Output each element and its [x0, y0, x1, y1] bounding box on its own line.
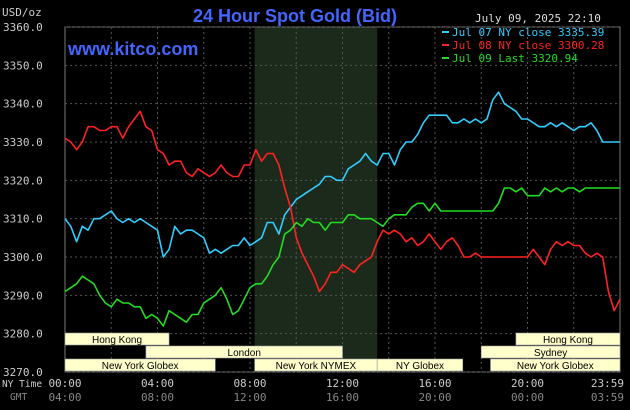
series-jul07-line — [64, 91, 620, 258]
x-row-label-gmt: GMT — [10, 392, 27, 403]
series-lines — [64, 91, 621, 327]
session-bar-label: New York Globex — [102, 361, 179, 372]
x-tick-label-gmt: 16:00 — [326, 391, 359, 404]
session-bar: London — [145, 345, 343, 359]
session-bar-fill — [515, 332, 621, 346]
session-bar-label: New York Globex — [517, 361, 594, 372]
legend-entry: Jul 08 NY close 3300.28 — [452, 39, 604, 52]
x-tick-label-ny: 20:00 — [511, 377, 544, 390]
legend-entry: Jul 09 Last 3320.94 — [452, 52, 578, 65]
x-tick-label-ny: 04:00 — [141, 377, 174, 390]
y-axis-ticks: 3270.0 3280.0 3290.0 3300.0 3310.0 3320.0 3330… — [3, 21, 43, 379]
session-bar-fill — [376, 358, 464, 372]
x-tick-label-gmt: 03:59 — [591, 391, 624, 404]
y-tick-label: 3270.0 — [3, 366, 43, 379]
legend-entry: Jul 07 NY close 3335.39 — [452, 26, 604, 39]
session-bar-fill — [64, 332, 170, 346]
chart-title: 24 Hour Spot Gold (Bid) — [193, 6, 397, 26]
session-bar-label: Hong Kong — [92, 335, 142, 346]
x-axis-ticks: NY TimeGMT00:0004:0004:0008:0008:0012:00… — [2, 377, 624, 404]
session-bar: Sydney — [480, 345, 621, 359]
series-jul09-line — [64, 187, 620, 327]
nymex-session-shading — [254, 27, 378, 372]
x-tick-label-ny: 23:59 — [591, 377, 624, 390]
kitco-watermark: www.kitco.com — [67, 39, 198, 59]
session-bar: New York Globex — [64, 358, 216, 372]
x-tick-label-gmt: 12:00 — [233, 391, 266, 404]
grid — [64, 26, 621, 373]
session-bar-fill — [145, 345, 343, 359]
session-bar-label: New York NYMEX — [276, 361, 357, 372]
x-tick-label-gmt: 04:00 — [48, 391, 81, 404]
x-tick-label-gmt: 20:00 — [418, 391, 451, 404]
y-tick-label: 3300.0 — [3, 251, 43, 264]
session-bar-fill — [480, 345, 621, 359]
x-tick-label-ny: 00:00 — [48, 377, 81, 390]
y-tick-label: 3320.0 — [3, 174, 43, 187]
series-jul08-line — [64, 110, 621, 312]
y-tick-label: 3290.0 — [3, 289, 43, 302]
y-tick-label: 3340.0 — [3, 98, 43, 111]
x-tick-label-ny: 16:00 — [418, 377, 451, 390]
x-row-label-ny: NY Time — [2, 379, 42, 390]
y-tick-label: 3360.0 — [3, 21, 43, 34]
session-bar-label: NY Globex — [396, 361, 444, 372]
session-bar: Hong Kong — [515, 332, 621, 346]
market-session-bars: Hong Kong London New York Globex New York N… — [64, 332, 621, 372]
session-bar-label: London — [228, 348, 261, 359]
x-tick-label-gmt: 08:00 — [141, 391, 174, 404]
session-bar-fill — [64, 358, 216, 372]
session-bar-fill — [490, 358, 621, 372]
session-bar: New York Globex — [490, 358, 621, 372]
y-tick-label: 3350.0 — [3, 59, 43, 72]
chart-date: July 09, 2025 22:10 — [475, 12, 601, 25]
y-tick-label: 3280.0 — [3, 328, 43, 341]
session-bar: Hong Kong — [64, 332, 170, 346]
x-tick-label-gmt: 00:00 — [511, 391, 544, 404]
y-axis-unit-label: USD/oz — [2, 6, 42, 19]
session-bar-label: Hong Kong — [543, 335, 593, 346]
session-bar-label: Sydney — [534, 348, 567, 359]
x-tick-label-ny: 12:00 — [326, 377, 359, 390]
y-tick-label: 3330.0 — [3, 136, 43, 149]
y-tick-label: 3310.0 — [3, 213, 43, 226]
x-tick-label-ny: 08:00 — [233, 377, 266, 390]
session-bar: New York NYMEX — [254, 358, 378, 372]
nymex-shade — [254, 27, 378, 372]
session-bar: NY Globex — [376, 358, 464, 372]
